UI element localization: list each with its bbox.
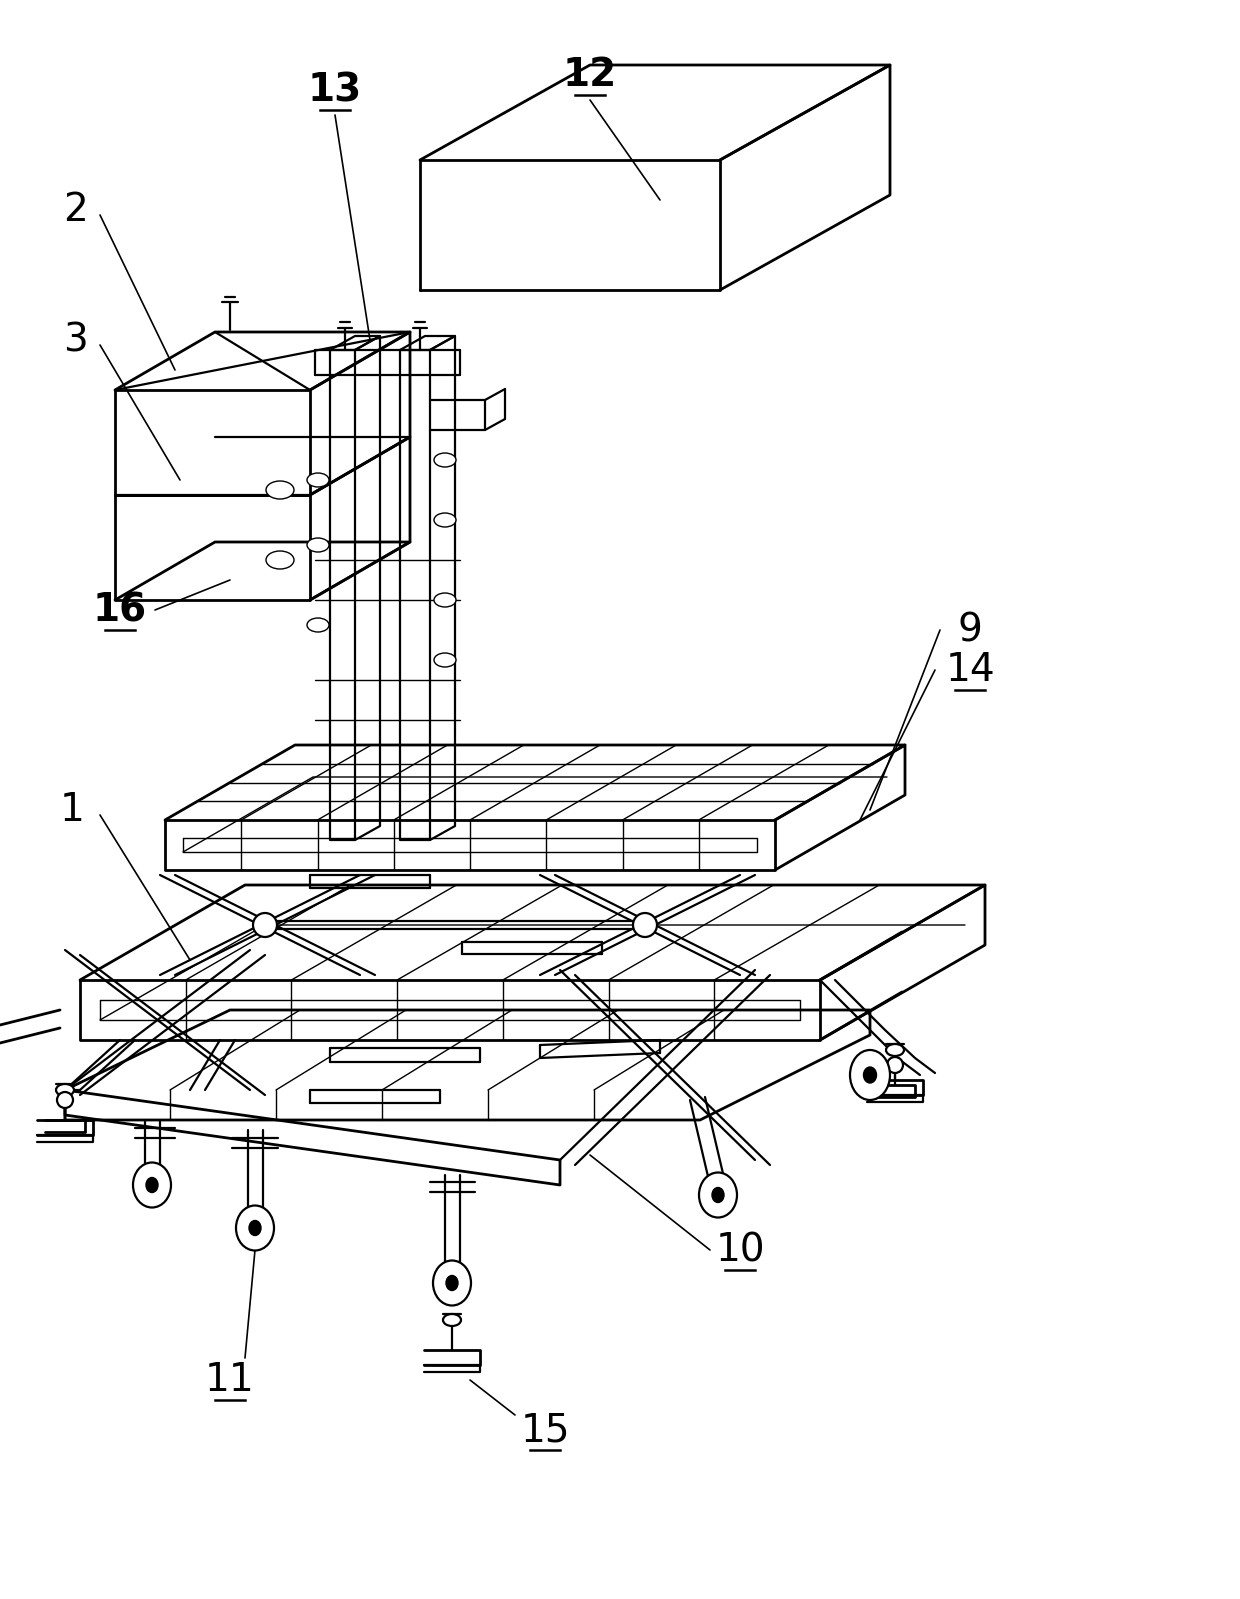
Ellipse shape bbox=[446, 1276, 458, 1290]
Ellipse shape bbox=[887, 1044, 904, 1055]
Ellipse shape bbox=[699, 1172, 737, 1217]
Ellipse shape bbox=[267, 481, 294, 499]
Ellipse shape bbox=[308, 473, 329, 488]
Text: 15: 15 bbox=[521, 1410, 569, 1449]
Text: 12: 12 bbox=[563, 56, 618, 94]
Text: 3: 3 bbox=[63, 321, 87, 360]
Text: 1: 1 bbox=[60, 792, 84, 828]
Text: 14: 14 bbox=[945, 651, 994, 689]
Ellipse shape bbox=[308, 537, 329, 552]
Ellipse shape bbox=[443, 1314, 461, 1326]
Ellipse shape bbox=[433, 1260, 471, 1305]
Circle shape bbox=[887, 1057, 903, 1073]
Ellipse shape bbox=[712, 1188, 724, 1202]
Ellipse shape bbox=[863, 1067, 877, 1083]
Ellipse shape bbox=[249, 1220, 260, 1236]
Ellipse shape bbox=[434, 593, 456, 608]
Text: 16: 16 bbox=[93, 592, 148, 628]
Text: 9: 9 bbox=[957, 611, 982, 649]
Text: 10: 10 bbox=[715, 1231, 765, 1270]
Ellipse shape bbox=[267, 552, 294, 569]
Ellipse shape bbox=[849, 1051, 890, 1100]
Text: 13: 13 bbox=[308, 70, 362, 109]
Ellipse shape bbox=[56, 1084, 74, 1095]
Ellipse shape bbox=[434, 652, 456, 667]
Circle shape bbox=[253, 913, 277, 937]
Ellipse shape bbox=[308, 617, 329, 632]
Ellipse shape bbox=[236, 1206, 274, 1250]
Text: 11: 11 bbox=[205, 1361, 255, 1399]
Ellipse shape bbox=[434, 453, 456, 467]
Ellipse shape bbox=[133, 1162, 171, 1207]
Ellipse shape bbox=[146, 1177, 157, 1193]
Circle shape bbox=[632, 913, 657, 937]
Text: 2: 2 bbox=[63, 190, 87, 229]
Ellipse shape bbox=[434, 513, 456, 528]
Circle shape bbox=[57, 1092, 73, 1108]
